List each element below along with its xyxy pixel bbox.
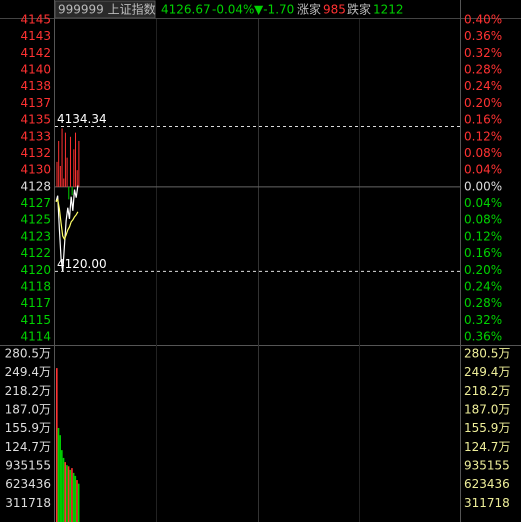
y-tick-label: 4145 bbox=[20, 13, 51, 27]
y2-tick-label: 0.32% bbox=[464, 313, 502, 327]
y-tick-label: 4130 bbox=[20, 163, 51, 177]
y-tick-label: 4127 bbox=[20, 196, 51, 210]
y2-tick-label: 0.12% bbox=[464, 229, 502, 243]
volume-bar bbox=[74, 475, 77, 522]
y2-tick-label: 0.36% bbox=[464, 330, 502, 344]
y-tick-label: 4140 bbox=[20, 63, 51, 77]
y2-tick-label: 0.00% bbox=[464, 179, 502, 193]
volume-tick-label-right: 249.4万 bbox=[464, 365, 510, 379]
y-tick-label: 4128 bbox=[20, 179, 51, 193]
y-tick-label: 4143 bbox=[20, 29, 51, 43]
volume-tick-label: 124.7万 bbox=[5, 440, 51, 454]
volume-bar bbox=[62, 457, 65, 522]
up-count: 985 bbox=[323, 3, 346, 17]
y2-tick-label: 0.08% bbox=[464, 146, 502, 160]
volume-bar bbox=[72, 472, 75, 522]
y-tick-label: 4123 bbox=[20, 229, 51, 243]
y2-tick-label: 0.32% bbox=[464, 46, 502, 60]
y2-tick-label: 0.28% bbox=[464, 63, 502, 77]
y-tick-label: 4122 bbox=[20, 246, 51, 260]
y2-tick-label: 0.20% bbox=[464, 96, 502, 110]
volume-tick-label: 311718 bbox=[5, 496, 51, 510]
volume-tick-label-right: 155.9万 bbox=[464, 421, 510, 435]
y-tick-label: 4115 bbox=[20, 313, 51, 327]
y-tick-label: 4114 bbox=[20, 330, 51, 344]
volume-bar bbox=[57, 427, 60, 522]
y-tick-label: 4138 bbox=[20, 79, 51, 93]
y-tick-label: 4125 bbox=[20, 213, 51, 227]
volume-bar bbox=[76, 480, 78, 522]
y-tick-label: 4118 bbox=[20, 279, 51, 293]
volume-tick-label-right: 187.0万 bbox=[464, 403, 510, 417]
volume-tick-label: 218.2万 bbox=[5, 384, 51, 398]
down-count: 1212 bbox=[373, 3, 404, 17]
code-name: 999999 上证指数 bbox=[58, 2, 156, 17]
y2-tick-label: 0.24% bbox=[464, 279, 502, 293]
annotation-label: 4134.34 bbox=[57, 112, 107, 126]
y2-tick-label: 0.04% bbox=[464, 196, 502, 210]
y2-tick-label: 0.16% bbox=[464, 246, 502, 260]
volume-bar bbox=[71, 468, 73, 522]
volume-bar bbox=[59, 435, 61, 522]
volume-tick-label: 249.4万 bbox=[5, 365, 51, 379]
volume-tick-label-right: 311718 bbox=[464, 496, 510, 510]
up-label: 涨家 bbox=[297, 2, 321, 17]
y-tick-label: 4142 bbox=[20, 46, 51, 60]
volume-bar bbox=[56, 368, 58, 522]
y2-tick-label: 0.28% bbox=[464, 296, 502, 310]
volume-tick-label-right: 280.5万 bbox=[464, 347, 510, 361]
price-line bbox=[55, 198, 79, 241]
y-tick-label: 4137 bbox=[20, 96, 51, 110]
volume-tick-label: 280.5万 bbox=[5, 347, 51, 361]
price-line bbox=[55, 185, 79, 272]
change-pct: -0.04% bbox=[212, 3, 254, 17]
y-tick-label: 4117 bbox=[20, 296, 51, 310]
volume-bar bbox=[66, 465, 68, 522]
volume-bar bbox=[77, 483, 80, 522]
y2-tick-label: 0.04% bbox=[464, 163, 502, 177]
y2-tick-label: 0.16% bbox=[464, 113, 502, 127]
y2-tick-label: 0.24% bbox=[464, 79, 502, 93]
volume-bar bbox=[69, 469, 72, 522]
volume-tick-label-right: 935155 bbox=[464, 458, 510, 472]
volume-tick-label-right: 124.7万 bbox=[464, 440, 510, 454]
y2-tick-label: 0.12% bbox=[464, 129, 502, 143]
change: ▼-1.70 bbox=[254, 3, 294, 17]
volume-tick-label: 623436 bbox=[5, 477, 51, 491]
volume-bar bbox=[61, 450, 63, 522]
volume-tick-label: 935155 bbox=[5, 458, 51, 472]
volume-tick-label: 155.9万 bbox=[5, 421, 51, 435]
y-tick-label: 4135 bbox=[20, 113, 51, 127]
volume-tick-label-right: 218.2万 bbox=[464, 384, 510, 398]
y2-tick-label: 0.36% bbox=[464, 29, 502, 43]
volume-tick-label: 187.0万 bbox=[5, 403, 51, 417]
y2-tick-label: 0.20% bbox=[464, 263, 502, 277]
volume-bar bbox=[67, 466, 70, 522]
down-label: 跌家 bbox=[347, 2, 371, 17]
volume-tick-label-right: 623436 bbox=[464, 477, 510, 491]
y2-tick-label: 0.40% bbox=[464, 13, 502, 27]
y2-tick-label: 0.08% bbox=[464, 213, 502, 227]
y-tick-label: 4132 bbox=[20, 146, 51, 160]
y-tick-label: 4133 bbox=[20, 129, 51, 143]
y-tick-label: 4120 bbox=[20, 263, 51, 277]
volume-bar bbox=[64, 462, 67, 522]
annotation-label: 4120.00 bbox=[57, 257, 107, 271]
price: 4126.67 bbox=[161, 3, 211, 17]
